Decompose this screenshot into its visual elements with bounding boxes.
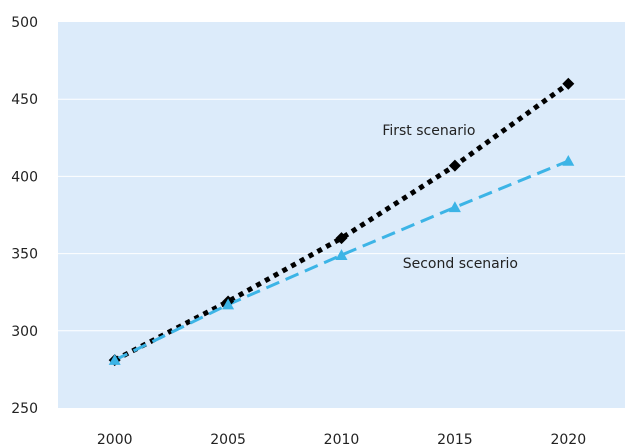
x-tick-label-2015: 2015 bbox=[437, 432, 473, 445]
x-tick-label-2005: 2005 bbox=[210, 432, 246, 445]
gridlines bbox=[58, 98, 625, 332]
annotation-first-scenario: First scenario bbox=[382, 123, 475, 139]
x-tick-label-2020: 2020 bbox=[550, 432, 586, 445]
y-tick-label-450: 450 bbox=[11, 92, 38, 108]
annotation-second-scenario: Second scenario bbox=[403, 256, 518, 272]
marker-second-scenario-2020 bbox=[562, 154, 575, 166]
x-tick-label-2010: 2010 bbox=[324, 432, 360, 445]
marker-first-scenario-2015 bbox=[448, 159, 461, 172]
series-markers bbox=[108, 77, 575, 367]
y-tick-label-350: 350 bbox=[11, 247, 38, 263]
x-axis-ticks: 2000 2005 2010 2015 2020 bbox=[97, 432, 586, 445]
y-tick-label-250: 250 bbox=[11, 401, 38, 417]
marker-second-scenario-2000 bbox=[108, 354, 121, 365]
x-tick-label-2000: 2000 bbox=[97, 432, 133, 445]
marker-second-scenario-2015 bbox=[448, 201, 461, 213]
marker-second-scenario-2005 bbox=[222, 298, 235, 310]
y-tick-label-300: 300 bbox=[11, 324, 38, 340]
marker-second-scenario-2010 bbox=[335, 249, 348, 260]
y-tick-label-400: 400 bbox=[11, 169, 38, 185]
plot-area bbox=[58, 22, 625, 408]
marker-first-scenario-2020 bbox=[562, 77, 575, 90]
y-axis-ticks: 250 300 350 400 450 500 bbox=[11, 15, 38, 417]
series-line-second-scenario bbox=[114, 159, 569, 362]
series-lines bbox=[113, 81, 570, 363]
marker-first-scenario-2010 bbox=[335, 232, 348, 245]
y-tick-label-500: 500 bbox=[11, 15, 38, 31]
